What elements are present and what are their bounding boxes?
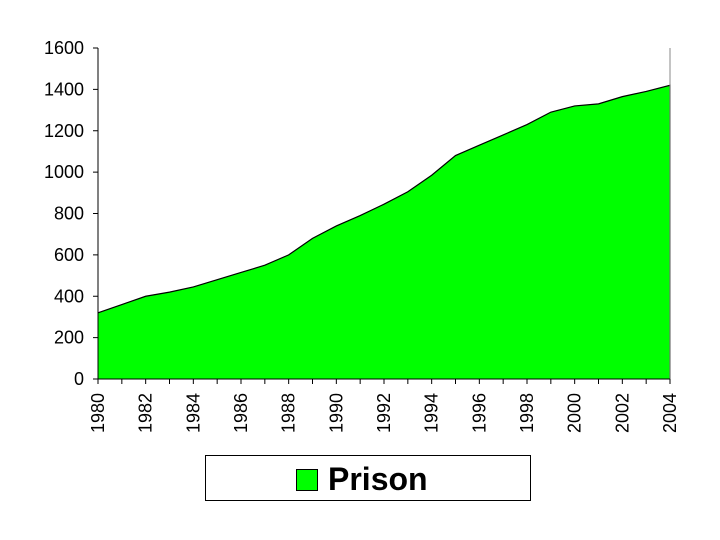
y-tick-label-600: 600 [54, 245, 84, 265]
x-axis: 1980 1982 1984 1986 1988 1990 1992 1994 1996 1998… [88, 378, 680, 433]
x-tick-label-1986: 1986 [231, 393, 251, 433]
x-tick-label-1980: 1980 [88, 393, 108, 433]
legend: Prison [205, 455, 531, 501]
x-tick-label-1988: 1988 [279, 393, 299, 433]
x-tick-label-1998: 1998 [517, 393, 537, 433]
y-tick-label-1600: 1600 [44, 38, 84, 58]
plot-area [97, 48, 671, 380]
x-tick-label-1982: 1982 [136, 393, 156, 433]
x-tick-label-1992: 1992 [374, 393, 394, 433]
area-series-prison [98, 85, 670, 380]
area-series-prison-outline [97, 84, 671, 379]
y-tick-label-400: 400 [54, 286, 84, 306]
x-tick-label-2004: 2004 [660, 393, 680, 433]
y-tick-label-1400: 1400 [44, 79, 84, 99]
y-tick-label-1000: 1000 [44, 162, 84, 182]
legend-label-prison: Prison [328, 461, 428, 497]
x-tick-label-1990: 1990 [326, 393, 346, 433]
x-tick-label-2002: 2002 [612, 393, 632, 433]
x-tick-label-1994: 1994 [422, 393, 442, 433]
y-tick-label-1200: 1200 [44, 121, 84, 141]
x-tick-label-1996: 1996 [469, 393, 489, 433]
x-tick-label-1984: 1984 [183, 393, 203, 433]
y-tick-label-200: 200 [54, 328, 84, 348]
legend-swatch-prison [296, 469, 318, 491]
y-tick-label-800: 800 [54, 204, 84, 224]
x-tick-label-2000: 2000 [565, 393, 585, 433]
y-axis: 0 200 400 600 800 1000 1200 1400 1600 [44, 38, 99, 389]
y-tick-label-0: 0 [74, 369, 84, 389]
